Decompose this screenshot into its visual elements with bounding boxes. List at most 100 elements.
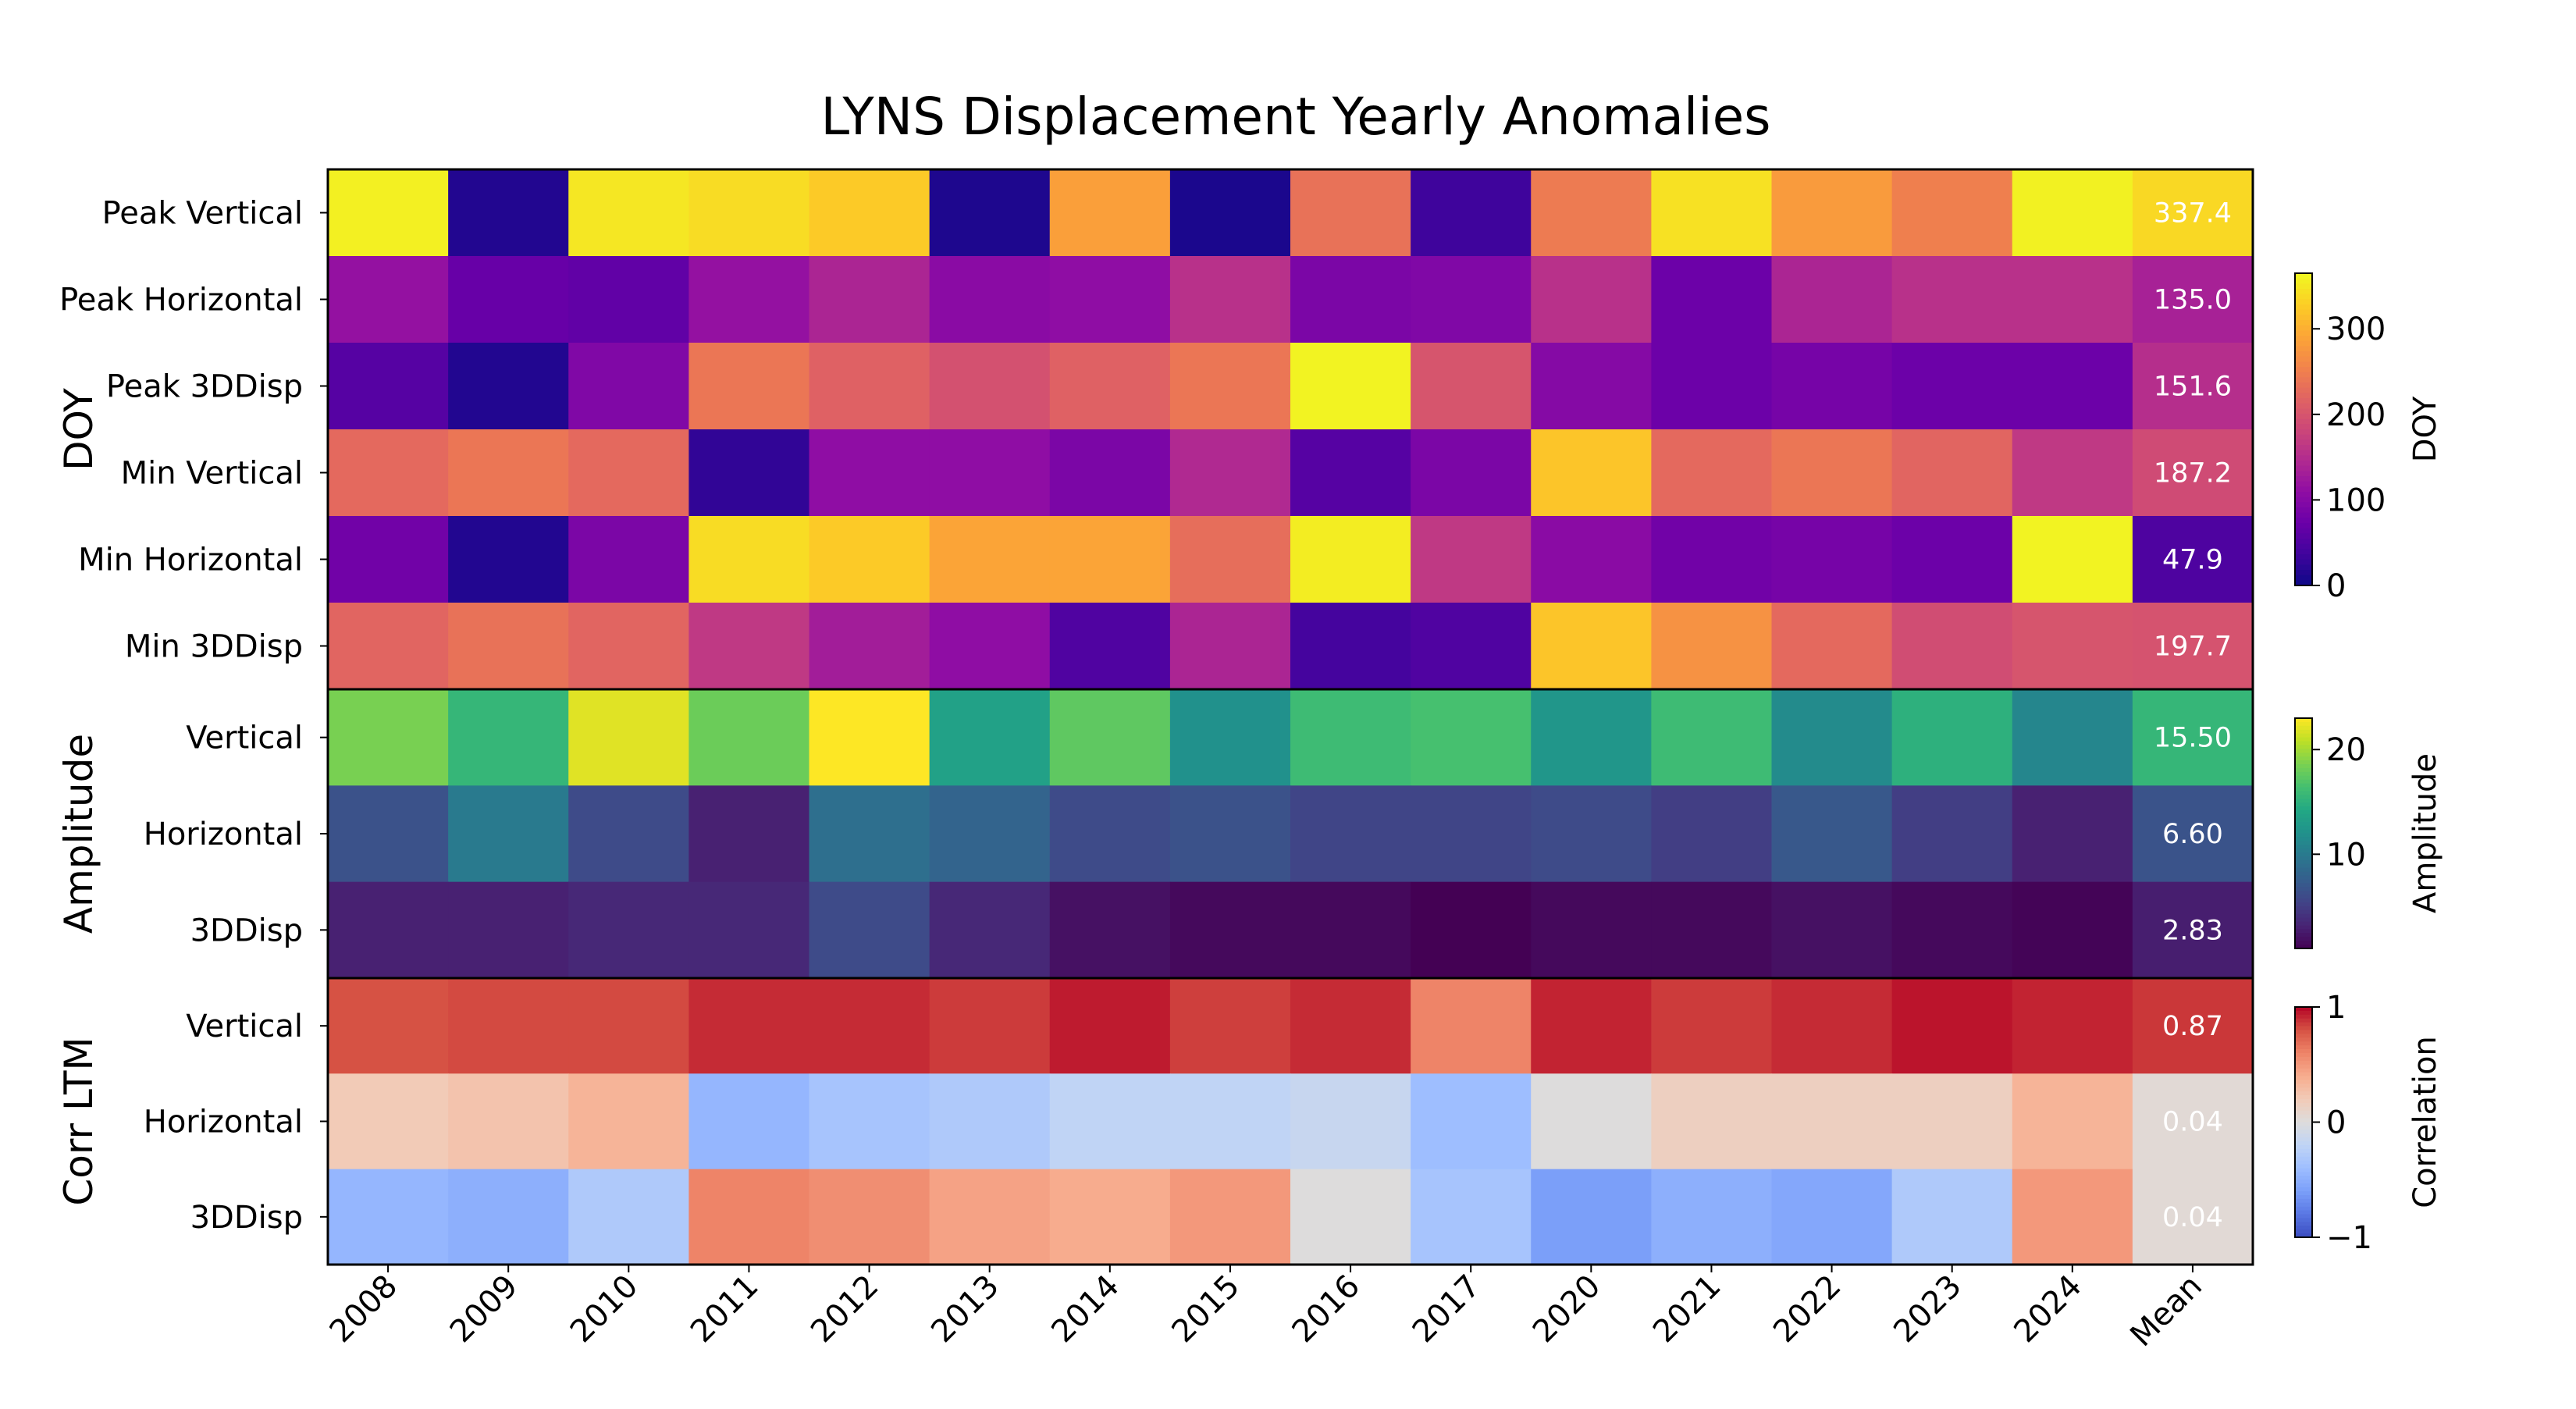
colorbar-segment [2295, 783, 2312, 788]
heatmap-cell [1531, 516, 1652, 603]
heatmap-cell [688, 343, 810, 430]
heatmap-cell [929, 343, 1051, 430]
column-label: 2015 [1165, 1268, 1247, 1350]
heatmap-cell [1771, 516, 1893, 603]
heatmap-cell [1651, 169, 1773, 257]
heatmap-cell [1891, 1073, 2013, 1170]
row-label: Vertical [186, 1009, 303, 1044]
colorbar-segment [2295, 1194, 2312, 1200]
heatmap-cell [1651, 785, 1773, 883]
colorbar-segment [2295, 351, 2312, 358]
colorbar-segment [2295, 559, 2312, 565]
colorbar-segment [2295, 377, 2312, 383]
heatmap-cell [688, 1169, 810, 1265]
colorbar-segment [2295, 1233, 2312, 1238]
colorbar-segment [2295, 1060, 2312, 1066]
group-label: DOY [56, 388, 101, 471]
heatmap-cell [1771, 603, 1893, 690]
colorbar-segment [2295, 387, 2312, 393]
heatmap-cell [2012, 256, 2133, 343]
heatmap-cell [1891, 785, 2013, 883]
heatmap-cell [568, 603, 689, 690]
heatmap-cell [929, 1073, 1051, 1170]
heatmap-cell [328, 978, 449, 1074]
heatmap-cell [809, 689, 930, 786]
heatmap-cell [1049, 881, 1171, 979]
colorbar-segment [2295, 361, 2312, 368]
colorbar-segment [2295, 852, 2312, 857]
colorbar-segment [2295, 1018, 2312, 1023]
colorbar-segment [2295, 1152, 2312, 1158]
heatmap-cell [1891, 343, 2013, 430]
heatmap-cell [1411, 978, 1532, 1074]
colorbar-segment [2295, 533, 2312, 539]
heatmap-cell [1049, 785, 1171, 883]
heatmap-cell [1169, 785, 1291, 883]
column-label: 2021 [1646, 1268, 1728, 1350]
heatmap-cell [1531, 343, 1652, 430]
heatmap-cell [1651, 516, 1773, 603]
heatmap-cell [809, 256, 930, 343]
column-label: 2023 [1887, 1268, 1969, 1350]
mean-value-label: 0.04 [2162, 1107, 2223, 1138]
colorbar-segment [2295, 837, 2312, 841]
colorbar-segment [2295, 1091, 2312, 1096]
heatmap-cell [448, 429, 569, 517]
heatmap-cell [568, 256, 689, 343]
heatmap-cell [1290, 603, 1411, 690]
heatmap-cell [1049, 689, 1171, 786]
colorbar-segment [2295, 1068, 2312, 1073]
colorbar-segment [2295, 1218, 2312, 1222]
heatmap-cells [328, 169, 2254, 1265]
column-label: 2020 [1526, 1268, 1608, 1350]
heatmap-cell [1290, 1073, 1411, 1170]
heatmap-cell [1411, 881, 1532, 979]
colorbar-segment [2295, 1160, 2312, 1165]
colorbar-segment [2295, 278, 2312, 284]
colorbar-segment [2295, 1102, 2312, 1108]
heatmap-cell [2132, 881, 2254, 979]
column-label: 2022 [1767, 1268, 1848, 1350]
colorbar-segment [2295, 315, 2312, 321]
heatmap-cell [1169, 689, 1291, 786]
colorbar-segment [2295, 1114, 2312, 1119]
column-label: 2009 [443, 1268, 525, 1350]
heatmap-cell [2132, 689, 2254, 786]
heatmap-cell [328, 689, 449, 786]
row-label: Vertical [186, 721, 303, 756]
heatmap-cell [1411, 1169, 1532, 1265]
group-labels: DOY Amplitude Corr LTM [56, 388, 101, 1206]
colorbar-segment [2295, 771, 2312, 777]
heatmap-cell [1290, 1169, 1411, 1265]
colorbar-segment [2295, 539, 2312, 545]
colorbar-segment [2295, 273, 2312, 279]
heatmap-cell [1771, 343, 1893, 430]
heatmap-cell [1891, 978, 2013, 1074]
colorbar-segment [2295, 445, 2312, 451]
colorbar-segment [2295, 1164, 2312, 1169]
heatmap-cell [2012, 429, 2133, 517]
mean-value-label: 2.83 [2162, 915, 2223, 946]
heatmap-cell [1169, 516, 1291, 603]
colorbar-segment [2295, 1099, 2312, 1104]
colorbar-segment [2295, 1191, 2312, 1196]
mean-value-label: 15.50 [2154, 723, 2232, 754]
heatmap-cell [328, 516, 449, 603]
colorbar-segment [2295, 398, 2312, 404]
colorbar-segment [2295, 1064, 2312, 1069]
mean-value-label: 135.0 [2154, 285, 2232, 316]
heatmap-cell [568, 343, 689, 430]
heatmap-cell [688, 689, 810, 786]
colorbar-tick-label: 1 [2326, 990, 2346, 1026]
colorbar-segment [2295, 320, 2312, 326]
colorbar-segment [2295, 787, 2312, 792]
heatmap-cell [809, 429, 930, 517]
colorbar-segment [2295, 289, 2312, 295]
heatmap-cell [1169, 169, 1291, 257]
colorbar-segment [2295, 1126, 2312, 1130]
heatmap-cell [1290, 881, 1411, 979]
column-label: 2017 [1406, 1268, 1488, 1350]
colorbar-segment [2295, 945, 2312, 949]
heatmap-cell [568, 169, 689, 257]
heatmap-cell [1169, 343, 1291, 430]
